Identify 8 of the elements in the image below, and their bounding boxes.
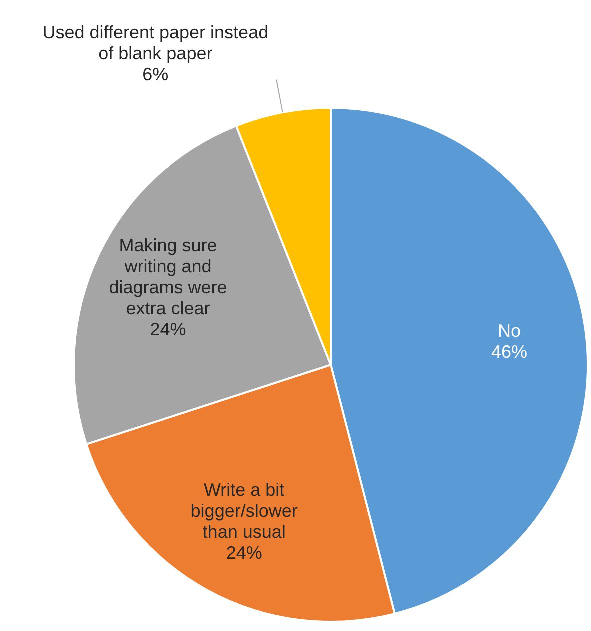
data-label: 24% [226,543,262,564]
data-label: 24% [150,319,186,340]
slice-label: Making sure writing and diagrams were extra clear [109,235,228,318]
slice-label: Used different paper instead of blank paper [42,22,269,64]
slice-label: Write a bit bigger/slower than usual [190,480,298,542]
slice-label: No [498,320,521,341]
data-label: 46% [491,342,528,362]
data-label: 6% [142,64,169,85]
